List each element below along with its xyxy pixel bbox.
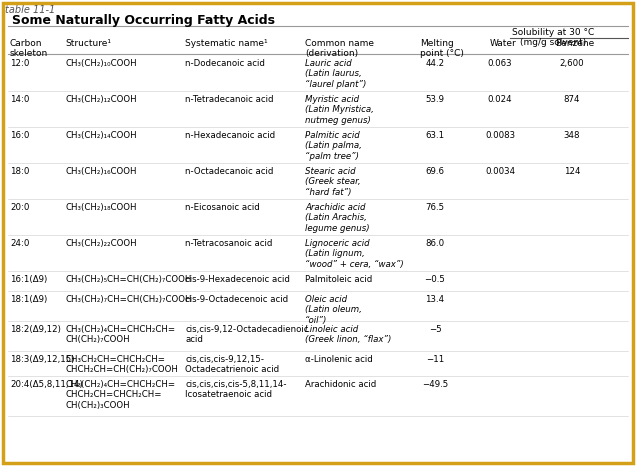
Text: Linoleic acid
(Greek linon, “flax”): Linoleic acid (Greek linon, “flax”) [305,325,391,344]
Text: CH₃CH₂CH=CHCH₂CH=
CHCH₂CH=CH(CH₂)₇COOH: CH₃CH₂CH=CHCH₂CH= CHCH₂CH=CH(CH₂)₇COOH [65,355,178,374]
Text: 20:0: 20:0 [10,203,29,212]
Text: n-Eicosanoic acid: n-Eicosanoic acid [185,203,259,212]
Text: n-Tetradecanoic acid: n-Tetradecanoic acid [185,95,273,104]
Text: CH₃(CH₂)₄CH=CHCH₂CH=
CH(CH₂)₇COOH: CH₃(CH₂)₄CH=CHCH₂CH= CH(CH₂)₇COOH [65,325,175,344]
Text: n-Octadecanoic acid: n-Octadecanoic acid [185,167,273,176]
Text: CH₃(CH₂)₁₄COOH: CH₃(CH₂)₁₄COOH [65,131,137,140]
Text: Carbon
skeleton: Carbon skeleton [10,39,48,58]
Text: 0.0034: 0.0034 [485,167,515,176]
Text: CH₃(CH₂)₁₀COOH: CH₃(CH₂)₁₀COOH [65,59,137,68]
Text: 16:0: 16:0 [10,131,29,140]
Text: −49.5: −49.5 [422,380,448,389]
Text: cis,cis-9,12-Octadecadienoic
acid: cis,cis-9,12-Octadecadienoic acid [185,325,308,344]
FancyBboxPatch shape [3,3,633,463]
Text: 18:3(Δ9,12,15): 18:3(Δ9,12,15) [10,355,74,364]
Text: cis-9-Octadecenoic acid: cis-9-Octadecenoic acid [185,295,288,304]
Text: 20:4(Δ5,8,11,14): 20:4(Δ5,8,11,14) [10,380,83,389]
Text: Systematic name¹: Systematic name¹ [185,39,268,48]
Text: Structure¹: Structure¹ [65,39,111,48]
Text: 16:1(Δ9): 16:1(Δ9) [10,275,47,284]
Text: CH₃(CH₂)₄CH=CHCH₂CH=
CHCH₂CH=CHCH₂CH=
CH(CH₂)₃COOH: CH₃(CH₂)₄CH=CHCH₂CH= CHCH₂CH=CHCH₂CH= CH… [65,380,175,410]
Text: Common name
(derivation): Common name (derivation) [305,39,374,58]
Text: Benzene: Benzene [555,39,594,48]
Text: CH₃(CH₂)₅CH=CH(CH₂)₇COOH: CH₃(CH₂)₅CH=CH(CH₂)₇COOH [65,275,191,284]
Text: n-Tetracosanoic acid: n-Tetracosanoic acid [185,239,272,248]
Text: 874: 874 [563,95,580,104]
Text: Lignoceric acid
(Latin lignum,
“wood” + cera, “wax”): Lignoceric acid (Latin lignum, “wood” + … [305,239,404,269]
Text: 12:0: 12:0 [10,59,29,68]
Text: Lauric acid
(Latin laurus,
“laurel plant”): Lauric acid (Latin laurus, “laurel plant… [305,59,366,89]
Text: 44.2: 44.2 [425,59,445,68]
Text: Myristic acid
(Latin Myristica,
nutmeg genus): Myristic acid (Latin Myristica, nutmeg g… [305,95,374,125]
Text: 0.063: 0.063 [488,59,513,68]
Text: −0.5: −0.5 [425,275,445,284]
Text: n-Dodecanoic acid: n-Dodecanoic acid [185,59,265,68]
Text: Palmitic acid
(Latin palma,
“palm tree”): Palmitic acid (Latin palma, “palm tree”) [305,131,362,161]
Text: 2,600: 2,600 [560,59,584,68]
Text: CH₃(CH₂)₇CH=CH(CH₂)₇COOH: CH₃(CH₂)₇CH=CH(CH₂)₇COOH [65,295,191,304]
Text: 13.4: 13.4 [425,295,445,304]
Text: Oleic acid
(Latin oleum,
“oil”): Oleic acid (Latin oleum, “oil”) [305,295,362,325]
Text: Arachidic acid
(Latin Arachis,
legume genus): Arachidic acid (Latin Arachis, legume ge… [305,203,370,233]
Text: Some Naturally Occurring Fatty Acids: Some Naturally Occurring Fatty Acids [12,14,275,27]
Text: 63.1: 63.1 [425,131,445,140]
Text: Arachidonic acid: Arachidonic acid [305,380,377,389]
Text: table 11-1: table 11-1 [5,5,55,15]
Text: 76.5: 76.5 [425,203,445,212]
Text: 86.0: 86.0 [425,239,445,248]
Text: 18:0: 18:0 [10,167,29,176]
Text: 18:1(Δ9): 18:1(Δ9) [10,295,47,304]
Text: 0.024: 0.024 [488,95,513,104]
Text: CH₃(CH₂)₁₂COOH: CH₃(CH₂)₁₂COOH [65,95,137,104]
Text: 348: 348 [563,131,580,140]
Text: 14:0: 14:0 [10,95,29,104]
Text: 18:2(Δ9,12): 18:2(Δ9,12) [10,325,61,334]
Text: Palmitoleic acid: Palmitoleic acid [305,275,372,284]
Text: Water: Water [490,39,516,48]
Text: cis-9-Hexadecenoic acid: cis-9-Hexadecenoic acid [185,275,290,284]
Text: 0.0083: 0.0083 [485,131,515,140]
Text: CH₃(CH₂)₁₈COOH: CH₃(CH₂)₁₈COOH [65,203,137,212]
Text: 69.6: 69.6 [425,167,445,176]
Text: n-Hexadecanoic acid: n-Hexadecanoic acid [185,131,275,140]
Text: cis,cis,cis,cis-5,8,11,14-
Icosatetraenoic acid: cis,cis,cis,cis-5,8,11,14- Icosatetraeno… [185,380,286,399]
Text: α-Linolenic acid: α-Linolenic acid [305,355,373,364]
Text: Melting
point (°C): Melting point (°C) [420,39,464,58]
Text: 124: 124 [563,167,580,176]
Text: −5: −5 [429,325,441,334]
Text: CH₃(CH₂)₁₆COOH: CH₃(CH₂)₁₆COOH [65,167,137,176]
Text: CH₃(CH₂)₂₂COOH: CH₃(CH₂)₂₂COOH [65,239,137,248]
Text: −11: −11 [426,355,444,364]
Text: Stearic acid
(Greek stear,
“hard fat”): Stearic acid (Greek stear, “hard fat”) [305,167,361,197]
Text: 24:0: 24:0 [10,239,29,248]
Text: 53.9: 53.9 [425,95,445,104]
Text: Solubility at 30 °C
(mg/g solvent): Solubility at 30 °C (mg/g solvent) [512,28,594,48]
Text: cis,cis,cis-9,12,15-
Octadecatrienoic acid: cis,cis,cis-9,12,15- Octadecatrienoic ac… [185,355,279,374]
